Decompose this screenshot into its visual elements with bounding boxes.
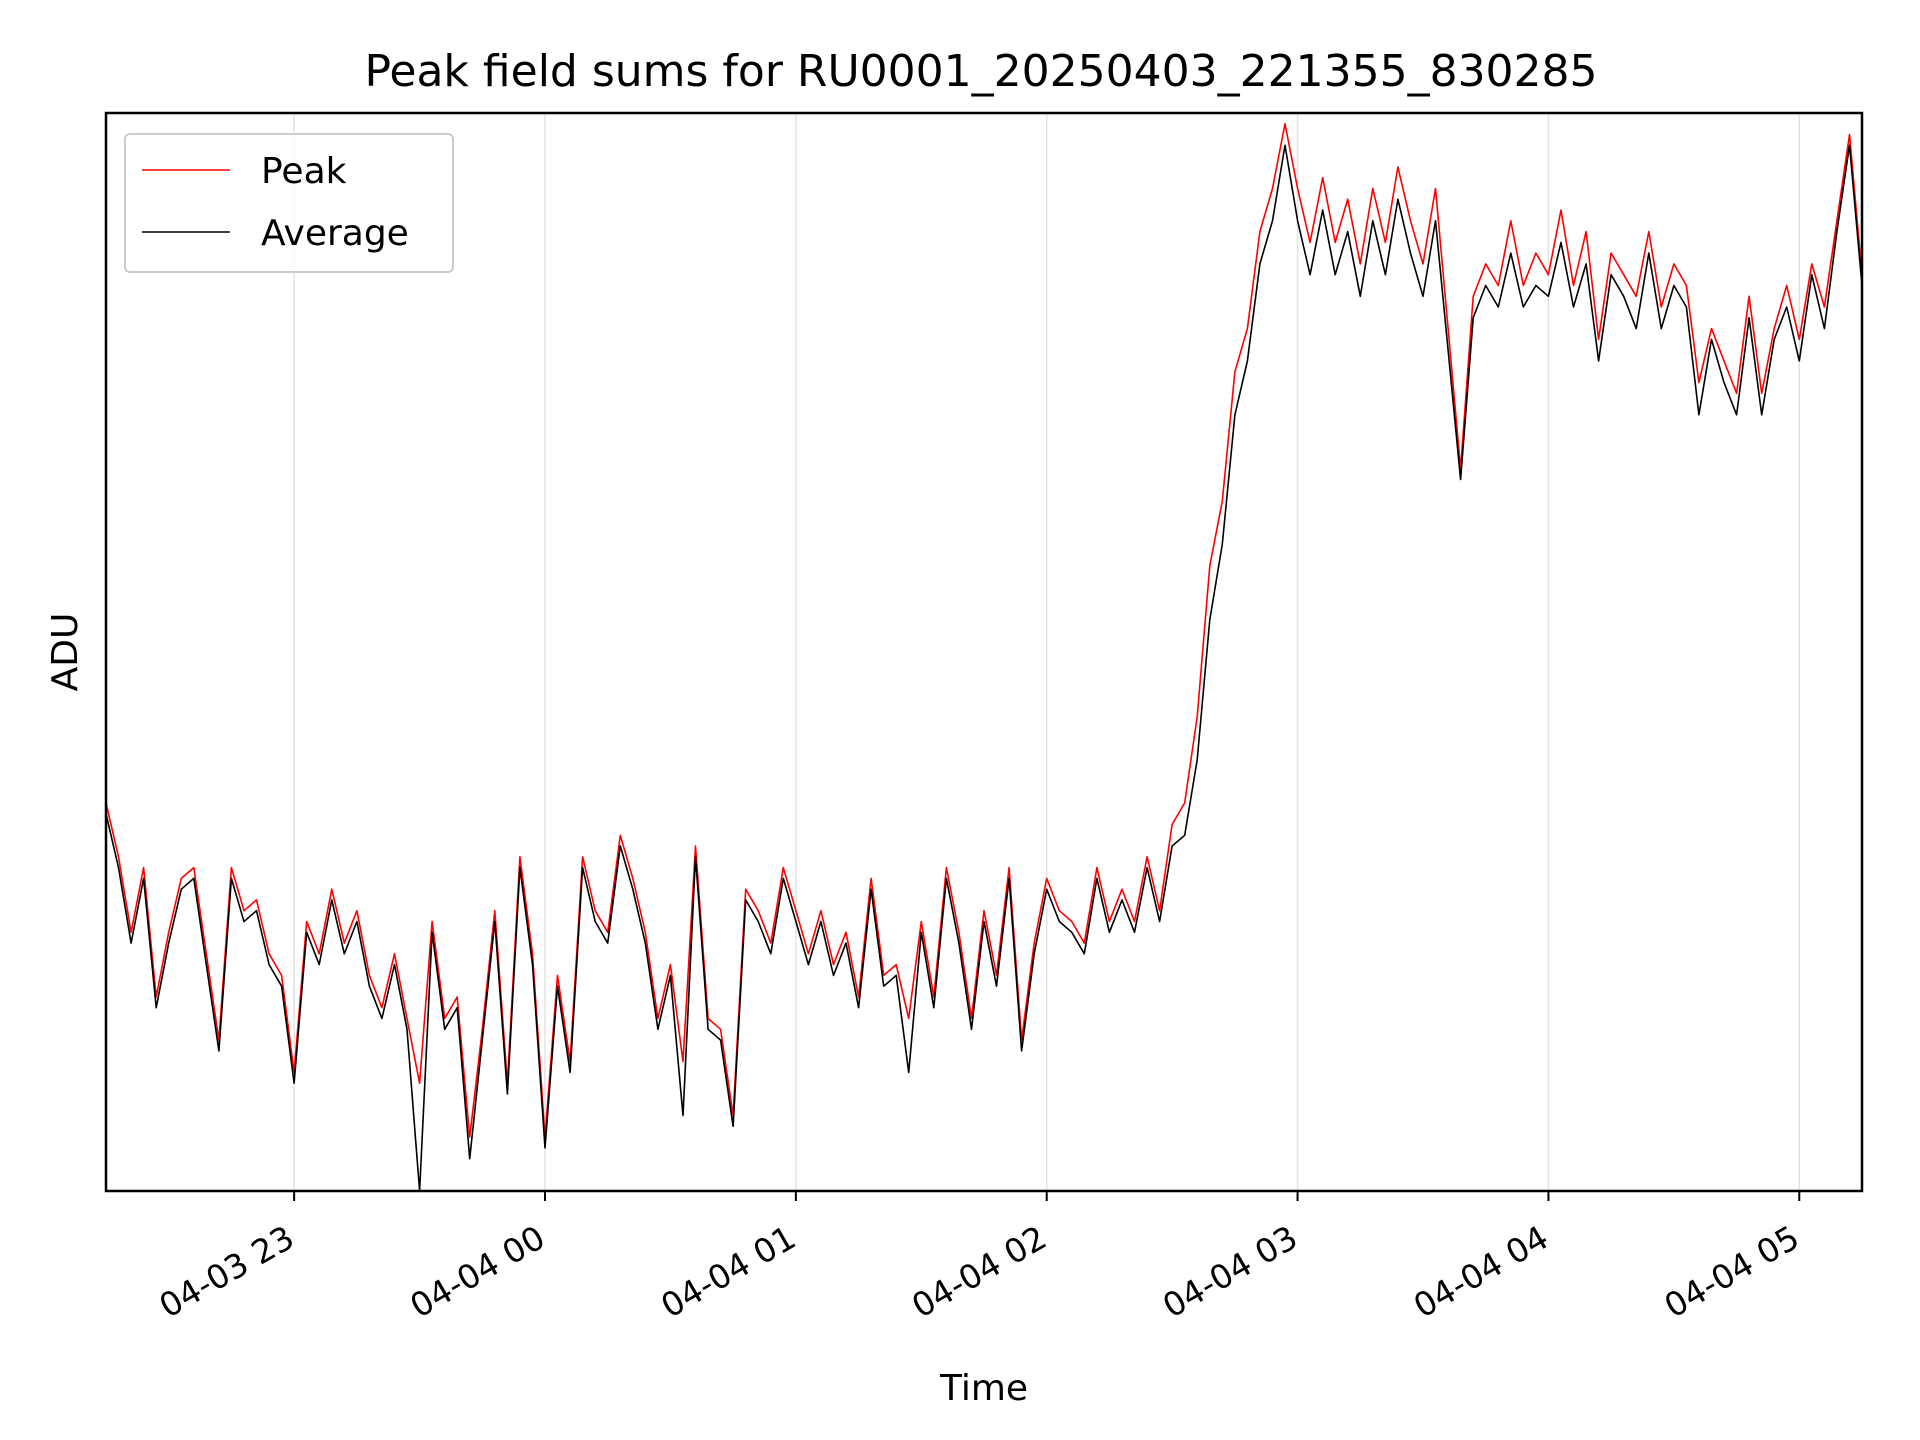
plot-frame — [104, 111, 1864, 1193]
legend-average-label: Average — [261, 213, 409, 254]
chart-title: Peak field sums for RU0001_20250403_2213… — [364, 46, 1597, 97]
legend-box — [124, 133, 454, 273]
series-line-peak — [105, 123, 1863, 1138]
series-line-average — [105, 144, 1863, 1192]
legend: Peak Average — [124, 133, 454, 273]
plot-area — [105, 123, 1863, 1192]
x-axis-label: Time — [939, 1368, 1028, 1409]
legend-peak-label: Peak — [261, 151, 347, 192]
x-gridlines — [293, 113, 1801, 1191]
y-axis-label: ADU — [45, 613, 86, 692]
